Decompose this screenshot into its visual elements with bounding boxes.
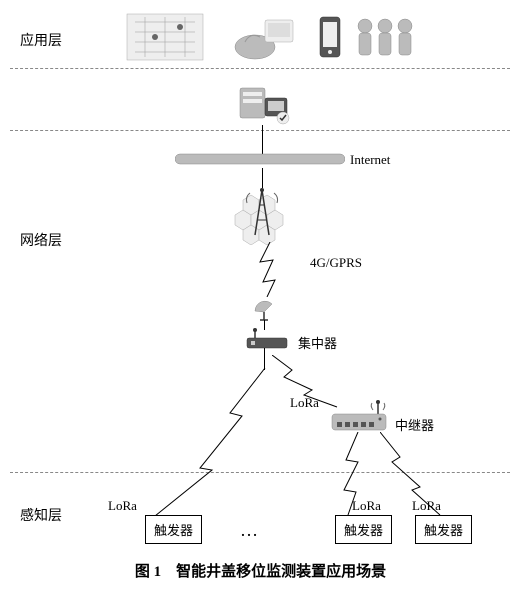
link-server-internet [262, 125, 263, 155]
trigger-box-1: 触发器 [145, 515, 202, 544]
dish-icon [250, 296, 280, 321]
figure-caption: 图 1 智能井盖移位监测装置应用场景 [0, 560, 521, 581]
concentrator-label: 集中器 [298, 333, 337, 352]
trigger-box-2: 触发器 [335, 515, 392, 544]
divider-1 [10, 68, 510, 69]
repeater-icon [330, 400, 390, 435]
network-layer-label: 网络层 [20, 230, 62, 250]
figure-title: 智能井盖移位监测装置应用场景 [176, 564, 386, 580]
perception-layer-label: 感知层 [20, 505, 62, 525]
divider-2 [10, 130, 510, 131]
lora-label-2: LoRa [108, 498, 137, 514]
server-icon [235, 80, 295, 125]
hand-device-icon [230, 12, 300, 62]
phone-icon [315, 12, 345, 62]
trigger-box-3: 触发器 [415, 515, 472, 544]
people-icon [350, 12, 420, 62]
cell-tower-icon [215, 185, 310, 245]
network-architecture-diagram: 应用层 网络层 感知层 [0, 0, 521, 590]
internet-bar-icon [175, 152, 345, 168]
ellipsis-label: … [240, 520, 258, 541]
lora-label-3: LoRa [352, 498, 381, 514]
map-icon [125, 12, 205, 62]
bolt-conc-trigger1 [150, 368, 270, 518]
bolt-tower-dish [255, 242, 285, 297]
internet-label: Internet [350, 152, 390, 168]
link-concentrator-down [264, 348, 265, 370]
4g-gprs-label: 4G/GPRS [310, 255, 362, 271]
lora-label-1: LoRa [290, 395, 319, 411]
lora-label-4: LoRa [412, 498, 441, 514]
concentrator-icon [245, 328, 290, 356]
figure-number: 图 1 [135, 564, 161, 580]
application-layer-label: 应用层 [20, 30, 62, 50]
